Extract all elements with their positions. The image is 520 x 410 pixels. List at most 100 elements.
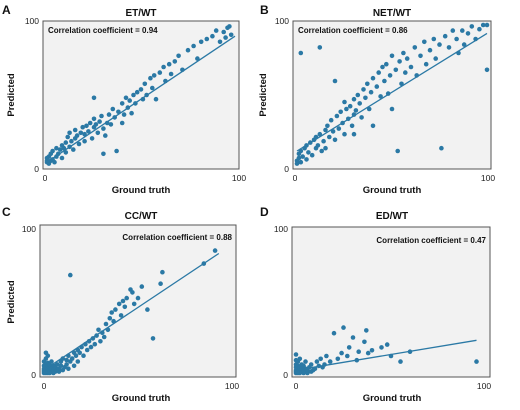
panel-b-point-31 [338,109,344,115]
panel-b-point-4 [298,159,304,165]
panel-c-point-83 [150,336,156,341]
panel-a-marks [44,24,236,166]
panel-a-point-22 [71,147,76,152]
panel-a-point-18 [63,150,69,155]
panel-b-point-18 [317,131,323,137]
panel-d-x-tick-min: 0 [294,381,299,391]
panel-a-point-45 [106,112,112,117]
panel-c-point-81 [139,284,145,289]
panel-b-plot-area [292,20,492,170]
panel-b-point-91 [480,22,486,28]
panel-a-point-89 [228,32,234,38]
panel-c-y-label: Predicted [6,280,17,323]
panel-b-point-19 [319,148,325,154]
panel-c-point-76 [124,295,129,301]
panel-a-point-85 [221,29,226,35]
panel-b-point-16 [315,143,321,148]
panel-b-y-label: Predicted [258,73,269,116]
panel-c-point-63 [98,339,103,344]
panel-b-point-24 [327,134,332,140]
panel-c-point-62 [96,327,101,333]
panel-d-point-32 [314,359,320,364]
panel-b-point-37 [347,103,353,109]
panel-c-point-47 [71,363,77,369]
panel-b-point-50 [370,75,376,81]
panel-a-x-label: Ground truth [112,185,171,196]
panel-b-point-94 [351,131,357,137]
panel-d-point-57 [474,359,479,364]
panel-b-point-61 [389,106,395,112]
panel-a-point-90 [91,95,97,101]
panel-b-y-tick-min: 0 [284,164,289,174]
panel-a-point-39 [97,119,102,124]
panel-a-point-9 [52,159,57,165]
panel-a-point-26 [76,141,82,147]
panel-a-point-33 [87,120,93,126]
panel-b-point-85 [460,28,465,33]
panel-c-point-25 [49,359,54,364]
panel-b-point-73 [422,39,427,45]
panel-a-point-52 [119,120,125,126]
panel-d-point-44 [346,345,352,350]
panel-c-point-40 [64,362,69,367]
panel-b-point-38 [349,123,355,129]
panel-a-point-49 [114,148,119,154]
panel-c-point-66 [103,321,109,327]
panel-a-point-19 [65,134,70,140]
panel-a-point-69 [157,70,163,75]
panel-d-point-39 [331,330,337,336]
panel-c-point-54 [81,353,86,359]
panel-a-point-40 [99,113,104,119]
panel-b-point-2 [296,155,302,161]
panel-a-x-tick-max: 100 [232,173,246,183]
panel-b-point-87 [465,31,471,36]
panel-a-point-56 [127,98,132,103]
panel-d-y-tick-min: 0 [283,370,288,380]
panel-b-point-34 [342,99,347,105]
panel-a-point-17 [63,140,69,145]
panel-b-point-20 [321,138,326,144]
panel-a-point-46 [108,122,114,127]
panel-b-x-tick-max: 100 [481,173,495,183]
panel-c: C CC/WT Correlation coefficient = 0.88 1… [2,205,239,404]
panel-d-point-48 [362,339,367,345]
panel-a-point-58 [131,92,136,98]
panel-a-point-77 [185,47,191,53]
panel-a-point-72 [166,61,172,67]
panel-b-point-79 [439,145,444,151]
panel-a-point-78 [191,43,196,49]
panel-a-point-81 [204,36,210,42]
panel-b-marks [294,22,490,166]
panel-a-point-75 [176,53,181,59]
panel-b-title: NET/WT [373,8,411,19]
panel-c-point-71 [113,307,118,312]
panel-b-point-17 [317,45,323,50]
panel-a-fit-line [46,35,236,163]
panel-d-fit-line [295,339,477,371]
panel-b-point-82 [450,28,456,33]
panel-c-point-65 [101,334,107,340]
panel-a-point-37 [93,122,99,127]
panel-d-point-41 [339,350,344,356]
panel-b-point-22 [323,145,328,151]
panel-c-point-80 [135,295,141,301]
panel-d-x-label: Ground truth [363,393,422,404]
panel-b-point-33 [342,131,347,137]
panel-b-point-41 [353,108,359,113]
panel-d-point-42 [341,325,346,330]
panel-b-point-55 [380,64,385,70]
panel-b-point-57 [384,61,389,67]
panel-b-point-8 [304,157,309,162]
panel-d-point-45 [350,335,356,340]
panel-b-point-52 [374,84,380,89]
panel-d-point-24 [303,359,308,364]
panel-c-point-79 [131,301,137,307]
panel-d-y-tick-max: 100 [274,224,288,234]
panel-b-point-6 [300,154,306,159]
panel-a-point-82 [210,33,215,39]
panel-d-point-15 [297,356,303,362]
panel-b-point-54 [378,94,383,99]
panel-b-point-81 [446,45,452,50]
panel-a-point-70 [161,64,166,70]
